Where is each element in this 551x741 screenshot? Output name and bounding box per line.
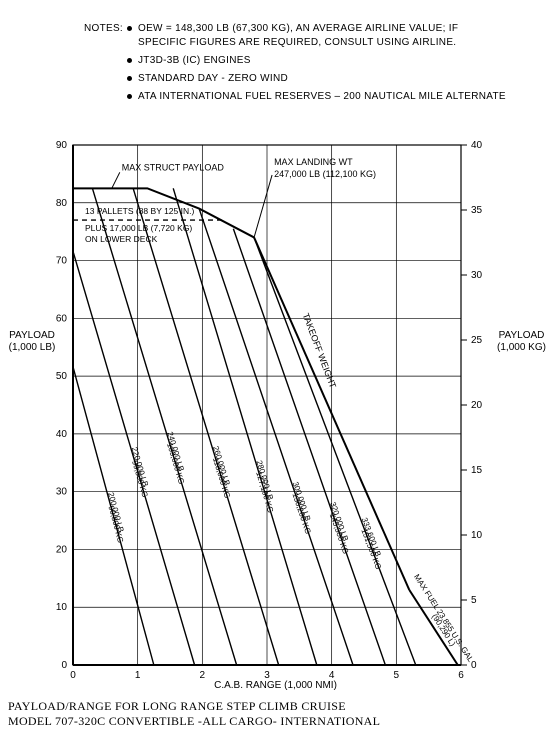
svg-text:ON LOWER DECK: ON LOWER DECK xyxy=(85,234,158,244)
svg-text:TAKEOFF WEIGHT: TAKEOFF WEIGHT xyxy=(301,312,339,390)
svg-text:5: 5 xyxy=(471,595,477,606)
svg-text:13 PALLETS (88 BY 125 IN.): 13 PALLETS (88 BY 125 IN.) xyxy=(85,206,194,216)
svg-text:247,000 LB (112,100 KG): 247,000 LB (112,100 KG) xyxy=(274,169,376,179)
svg-text:5: 5 xyxy=(394,670,400,681)
svg-text:MAX LANDING WT: MAX LANDING WT xyxy=(274,157,353,167)
svg-text:MAX STRUCT PAYLOAD: MAX STRUCT PAYLOAD xyxy=(122,162,225,172)
svg-text:70: 70 xyxy=(56,256,68,267)
svg-text:40: 40 xyxy=(471,140,483,151)
svg-text:35: 35 xyxy=(471,205,483,216)
svg-text:0: 0 xyxy=(61,660,67,671)
svg-text:20: 20 xyxy=(471,400,483,411)
svg-text:10: 10 xyxy=(56,602,68,613)
svg-text:90: 90 xyxy=(56,140,68,151)
page: NOTES: OEW = 148,300 LB (67,300 KG), AN … xyxy=(0,0,551,741)
svg-text:1: 1 xyxy=(135,670,141,681)
svg-text:3: 3 xyxy=(264,670,270,681)
svg-text:4: 4 xyxy=(329,670,335,681)
svg-text:20: 20 xyxy=(56,544,68,555)
svg-text:15: 15 xyxy=(471,465,483,476)
svg-text:40: 40 xyxy=(56,429,68,440)
svg-text:60: 60 xyxy=(56,313,68,324)
svg-text:30: 30 xyxy=(56,487,68,498)
svg-text:MAX FUEL 23,855 U.S. GAL: MAX FUEL 23,855 U.S. GAL xyxy=(412,573,475,664)
svg-text:0: 0 xyxy=(70,670,76,681)
svg-text:0: 0 xyxy=(471,660,477,671)
svg-text:25: 25 xyxy=(471,335,483,346)
payload-range-chart: 0123456010203040506070809005101520253035… xyxy=(0,0,551,741)
svg-text:PLUS 17,000 LB (7,720 KG): PLUS 17,000 LB (7,720 KG) xyxy=(85,223,192,233)
svg-text:6: 6 xyxy=(458,670,464,681)
svg-text:2: 2 xyxy=(200,670,206,681)
svg-text:50: 50 xyxy=(56,371,68,382)
svg-text:30: 30 xyxy=(471,270,483,281)
svg-text:80: 80 xyxy=(56,198,68,209)
svg-text:10: 10 xyxy=(471,530,483,541)
